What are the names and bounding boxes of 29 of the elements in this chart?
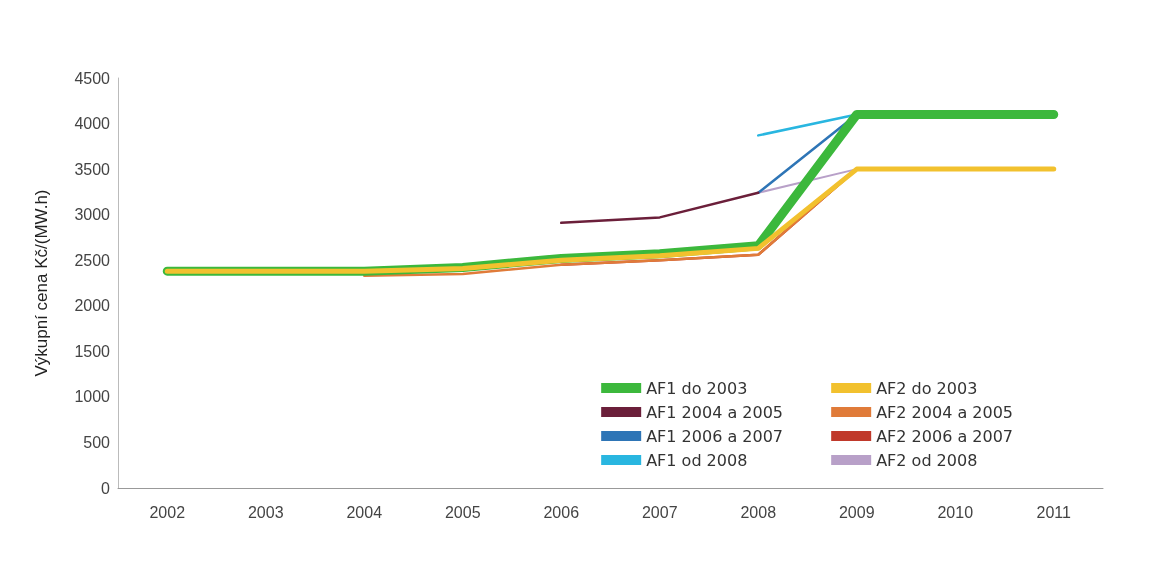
x-tick-label: 2011 [1036,503,1072,521]
legend-label: AF1 do 2003 [646,378,748,398]
y-tick-label: 1500 [74,342,111,360]
legend-label: AF2 do 2003 [876,378,978,398]
x-tick-label: 2003 [247,503,284,521]
y-tick-label: 0 [101,479,111,497]
y-tick-label: 3000 [74,206,111,224]
x-tick-label: 2007 [641,503,678,521]
y-tick-label: 2500 [74,251,111,269]
y-tick-label: 3500 [74,160,111,178]
legend-label: AF1 2006 a 2007 [646,426,783,446]
x-tick-label: 2010 [937,503,974,521]
legend-label: AF2 2006 a 2007 [876,426,1013,446]
y-tick-label: 2000 [74,297,111,315]
y-tick-label: 4500 [74,69,111,87]
y-tick-label: 500 [83,433,111,451]
x-tick-label: 2004 [346,503,383,521]
x-tick-label: 2006 [543,503,580,521]
legend-label: AF1 2004 a 2005 [646,402,783,422]
x-tick-label: 2008 [740,503,777,521]
legend-label: AF1 od 2008 [646,450,748,470]
x-tick-label: 2002 [149,503,186,521]
y-tick-label: 1000 [74,388,111,406]
legend-label: AF2 od 2008 [876,450,978,470]
y-tick-label: 4000 [74,115,111,133]
x-tick-label: 2009 [838,503,875,521]
x-tick-label: 2005 [444,503,481,521]
legend-label: AF2 2004 a 2005 [876,402,1013,422]
y-axis-title: Výkupní cena Kč/(MW.h) [32,189,51,377]
